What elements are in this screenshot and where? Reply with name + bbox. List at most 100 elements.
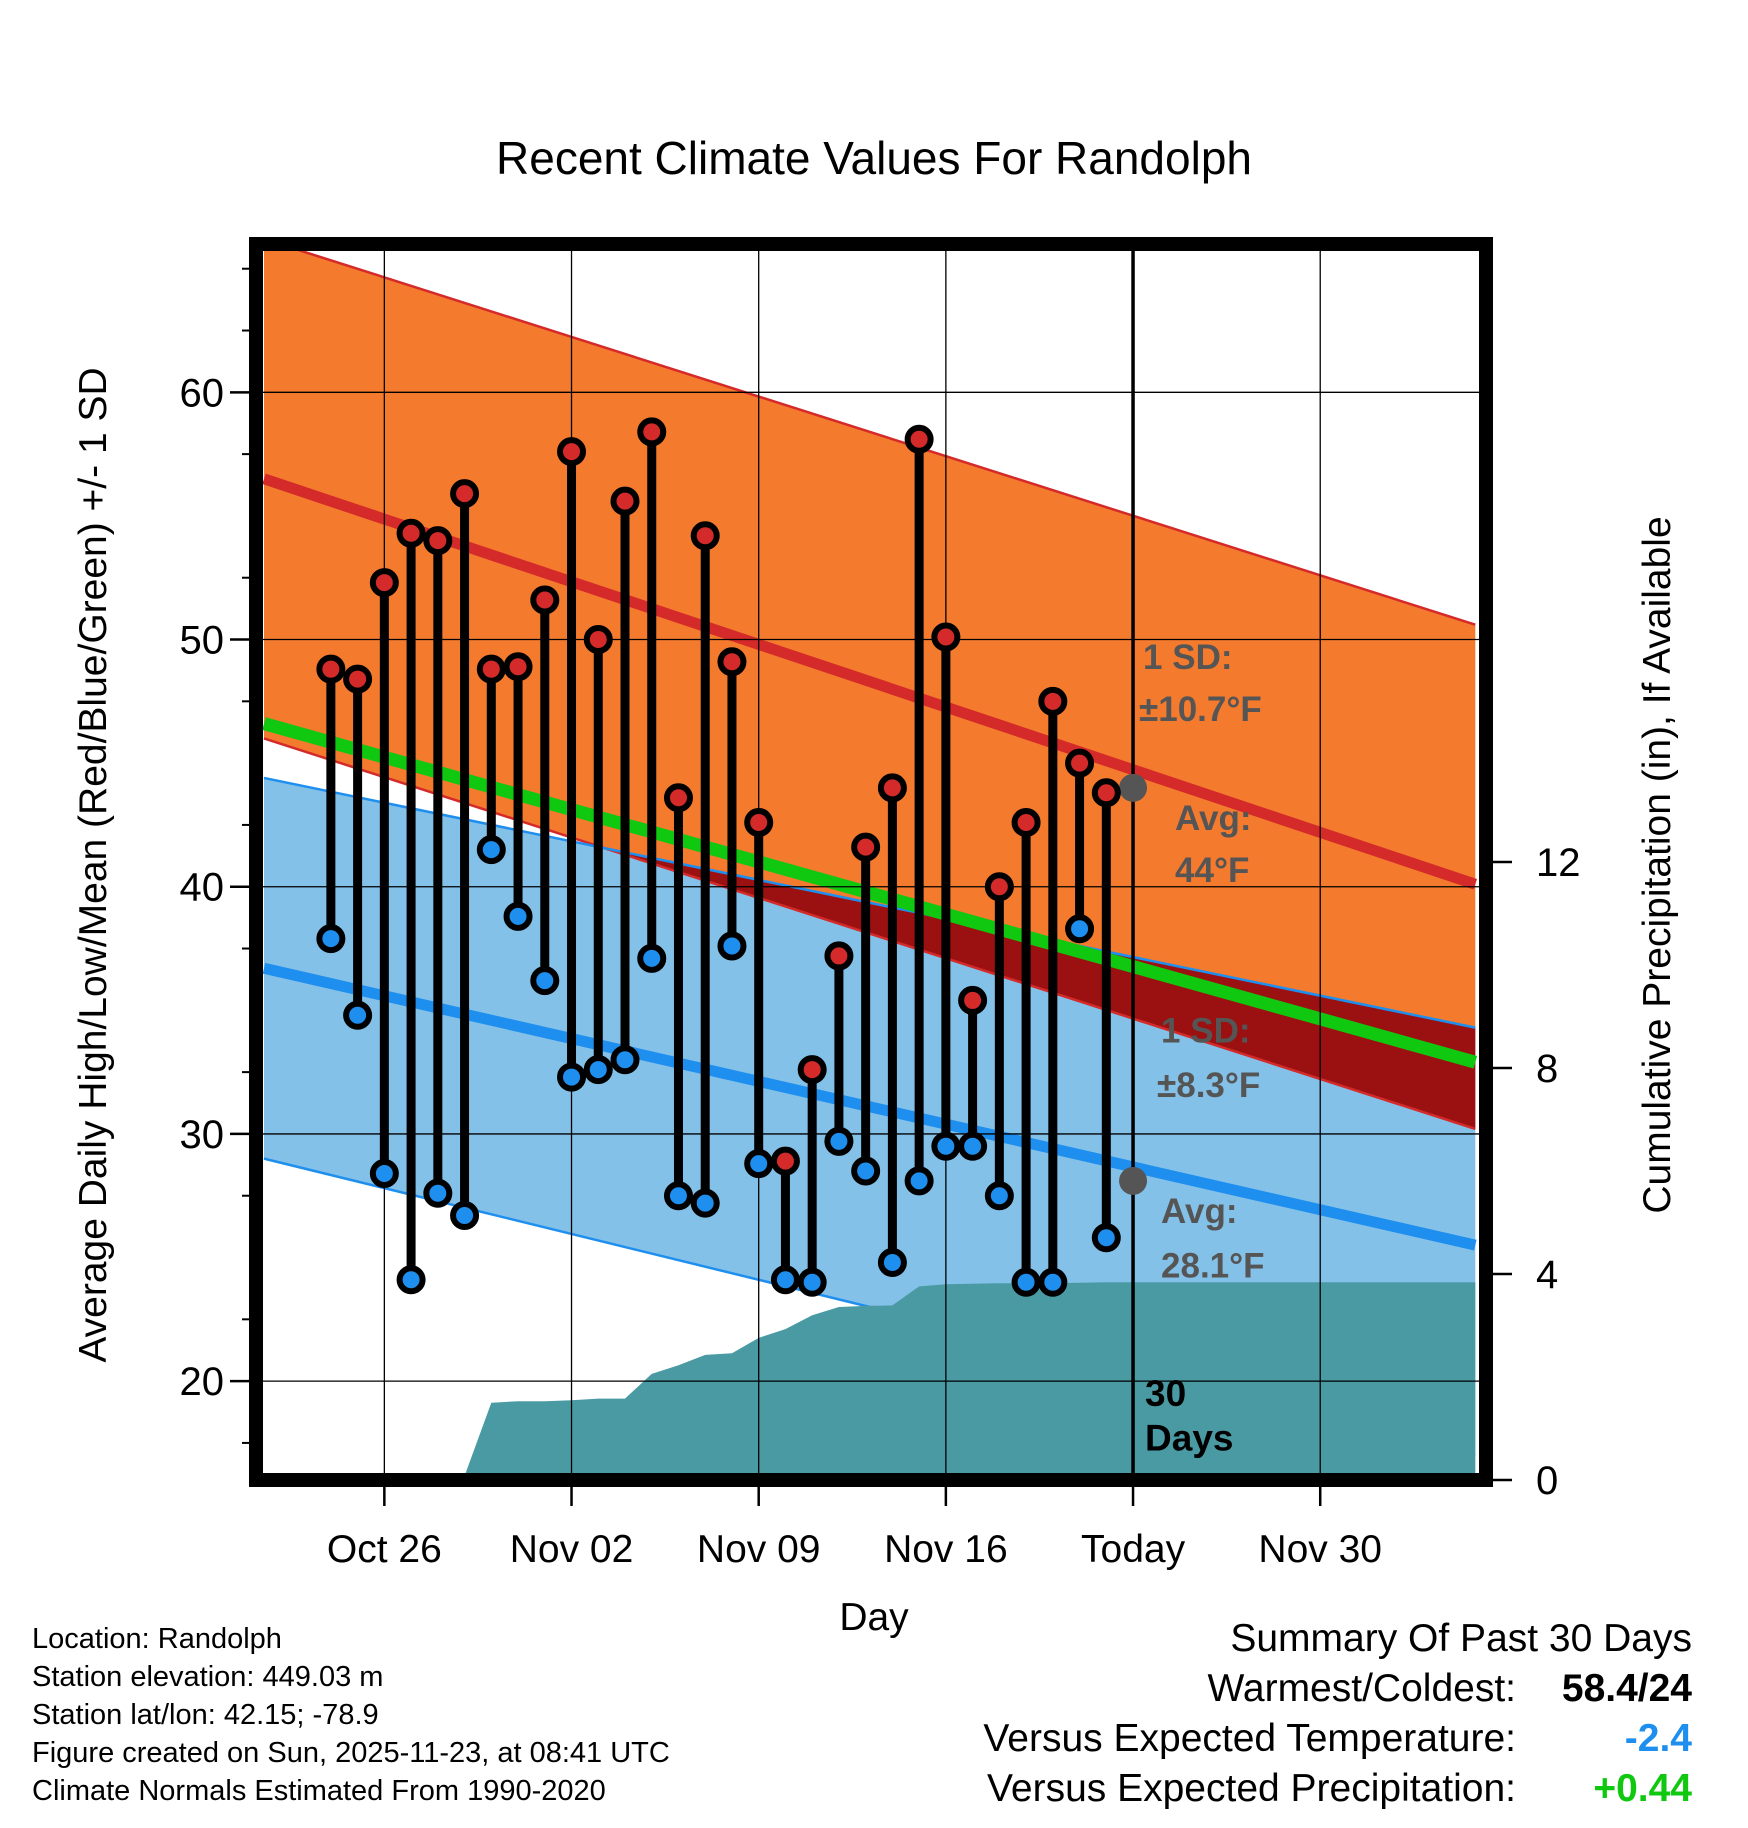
low-avg-label: Avg: bbox=[1161, 1192, 1237, 1231]
y-tick-label: 50 bbox=[180, 619, 225, 663]
obs-low-point bbox=[557, 1062, 587, 1092]
obs-low-point bbox=[1091, 1223, 1121, 1253]
x-axis-label: Day bbox=[839, 1596, 909, 1639]
y-tick-label: 60 bbox=[180, 371, 225, 415]
temp-anomaly-label: Versus Expected Temperature: bbox=[983, 1717, 1516, 1760]
latlon-text: Station lat/lon: 42.15; -78.9 bbox=[32, 1699, 379, 1731]
obs-low-point bbox=[877, 1247, 907, 1277]
high-sd-label: 1 SD: bbox=[1143, 638, 1232, 677]
obs-high-point bbox=[583, 625, 613, 655]
high-avg-label: Avg: bbox=[1175, 799, 1251, 838]
warmest-label: Warmest/Coldest: bbox=[1207, 1667, 1516, 1710]
obs-low-point bbox=[744, 1149, 774, 1179]
high-avg-value: 44°F bbox=[1175, 851, 1249, 890]
obs-low-point bbox=[637, 943, 667, 973]
obs-low-point bbox=[1038, 1267, 1068, 1297]
x-tick-label: Nov 09 bbox=[697, 1528, 821, 1571]
obs-low-point bbox=[450, 1200, 480, 1230]
precip-anomaly-label: Versus Expected Precipitation: bbox=[987, 1767, 1516, 1810]
obs-high-point bbox=[316, 654, 346, 684]
obs-high-point bbox=[450, 479, 480, 509]
station-info: Location: Randolph Station elevation: 44… bbox=[32, 1620, 670, 1810]
obs-low-point bbox=[797, 1267, 827, 1297]
obs-high-point bbox=[637, 417, 667, 447]
obs-high-point bbox=[1011, 807, 1041, 837]
obs-low-point bbox=[343, 1000, 373, 1030]
elevation-text: Station elevation: 449.03 m bbox=[32, 1661, 384, 1693]
temp-anomaly-value: -2.4 bbox=[1624, 1717, 1692, 1760]
obs-high-point bbox=[1091, 778, 1121, 808]
x-tick-label: Today bbox=[1081, 1528, 1186, 1571]
obs-low-point bbox=[369, 1158, 399, 1188]
obs-high-point bbox=[610, 486, 640, 516]
obs-low-point bbox=[958, 1131, 988, 1161]
obs-high-point bbox=[1065, 748, 1095, 778]
obs-low-point bbox=[851, 1156, 881, 1186]
obs-low-point bbox=[690, 1188, 720, 1218]
obs-high-point bbox=[984, 872, 1014, 902]
low-sd-label: 1 SD: bbox=[1161, 1011, 1250, 1050]
obs-low-point bbox=[316, 924, 346, 954]
obs-low-point bbox=[904, 1166, 934, 1196]
obs-high-point bbox=[717, 647, 747, 677]
obs-low-point bbox=[824, 1126, 854, 1156]
y-axis-label: Average Daily High/Low/Mean (Red/Blue/Gr… bbox=[72, 367, 115, 1362]
obs-high-point bbox=[1038, 686, 1068, 716]
today-high-avg-marker bbox=[1119, 773, 1148, 802]
y-tick-label: 40 bbox=[180, 866, 225, 910]
obs-low-point bbox=[770, 1265, 800, 1295]
summary-heading: Summary Of Past 30 Days bbox=[1230, 1617, 1692, 1660]
obs-low-point bbox=[984, 1181, 1014, 1211]
obs-high-point bbox=[824, 941, 854, 971]
obs-low-point bbox=[476, 835, 506, 865]
obs-low-point bbox=[503, 901, 533, 931]
location-text: Location: Randolph bbox=[32, 1623, 282, 1655]
obs-low-point bbox=[396, 1265, 426, 1295]
obs-low-point bbox=[530, 966, 560, 996]
obs-high-point bbox=[770, 1146, 800, 1176]
x-tick-label: Nov 30 bbox=[1258, 1528, 1382, 1571]
low-sd-value: ±8.3°F bbox=[1157, 1066, 1260, 1105]
obs-low-point bbox=[583, 1055, 613, 1085]
obs-high-point bbox=[396, 518, 426, 548]
period-unit: Days bbox=[1145, 1417, 1233, 1458]
obs-high-point bbox=[423, 526, 453, 556]
obs-high-point bbox=[851, 832, 881, 862]
x-tick-label: Nov 16 bbox=[884, 1528, 1008, 1571]
obs-high-point bbox=[530, 585, 560, 615]
obs-high-point bbox=[557, 437, 587, 467]
obs-high-point bbox=[877, 773, 907, 803]
plot-area: 1 SD: ±10.7°F Avg: 44°F 1 SD: ±8.3°F Avg: 28.1°… bbox=[256, 244, 1486, 1480]
high-sd-value: ±10.7°F bbox=[1139, 690, 1262, 729]
obs-high-point bbox=[343, 664, 373, 694]
y-tick-label: 30 bbox=[180, 1113, 225, 1157]
low-avg-value: 28.1°F bbox=[1161, 1246, 1265, 1285]
obs-low-point bbox=[1065, 914, 1095, 944]
obs-high-point bbox=[369, 568, 399, 598]
obs-low-point bbox=[717, 931, 747, 961]
obs-low-point bbox=[931, 1131, 961, 1161]
precip-anomaly-value: +0.44 bbox=[1593, 1767, 1692, 1810]
normals-text: Climate Normals Estimated From 1990-2020 bbox=[32, 1775, 606, 1807]
obs-low-point bbox=[423, 1178, 453, 1208]
today-low-avg-marker bbox=[1119, 1166, 1148, 1195]
summary-panel: Summary Of Past 30 Days Warmest/Coldest:… bbox=[892, 1617, 1692, 1820]
obs-high-point bbox=[690, 521, 720, 551]
obs-high-point bbox=[958, 985, 988, 1015]
obs-low-point bbox=[610, 1045, 640, 1075]
y2-tick-label: 12 bbox=[1536, 841, 1581, 885]
obs-high-point bbox=[744, 807, 774, 837]
high-upper-sd-line bbox=[275, 244, 1476, 626]
obs-high-point bbox=[476, 654, 506, 684]
y2-tick-label: 8 bbox=[1536, 1047, 1558, 1091]
warmest-value: 58.4/24 bbox=[1561, 1667, 1692, 1710]
obs-low-point bbox=[1011, 1267, 1041, 1297]
period-number: 30 bbox=[1145, 1373, 1186, 1414]
y2-tick-label: 4 bbox=[1536, 1253, 1558, 1297]
obs-low-point bbox=[663, 1181, 693, 1211]
created-text: Figure created on Sun, 2025-11-23, at 08… bbox=[32, 1737, 670, 1769]
x-tick-label: Nov 02 bbox=[510, 1528, 634, 1571]
y2-axis-label: Cumulative Precipitation (in), If Availa… bbox=[1636, 516, 1679, 1213]
y2-tick-label: 0 bbox=[1536, 1459, 1558, 1503]
